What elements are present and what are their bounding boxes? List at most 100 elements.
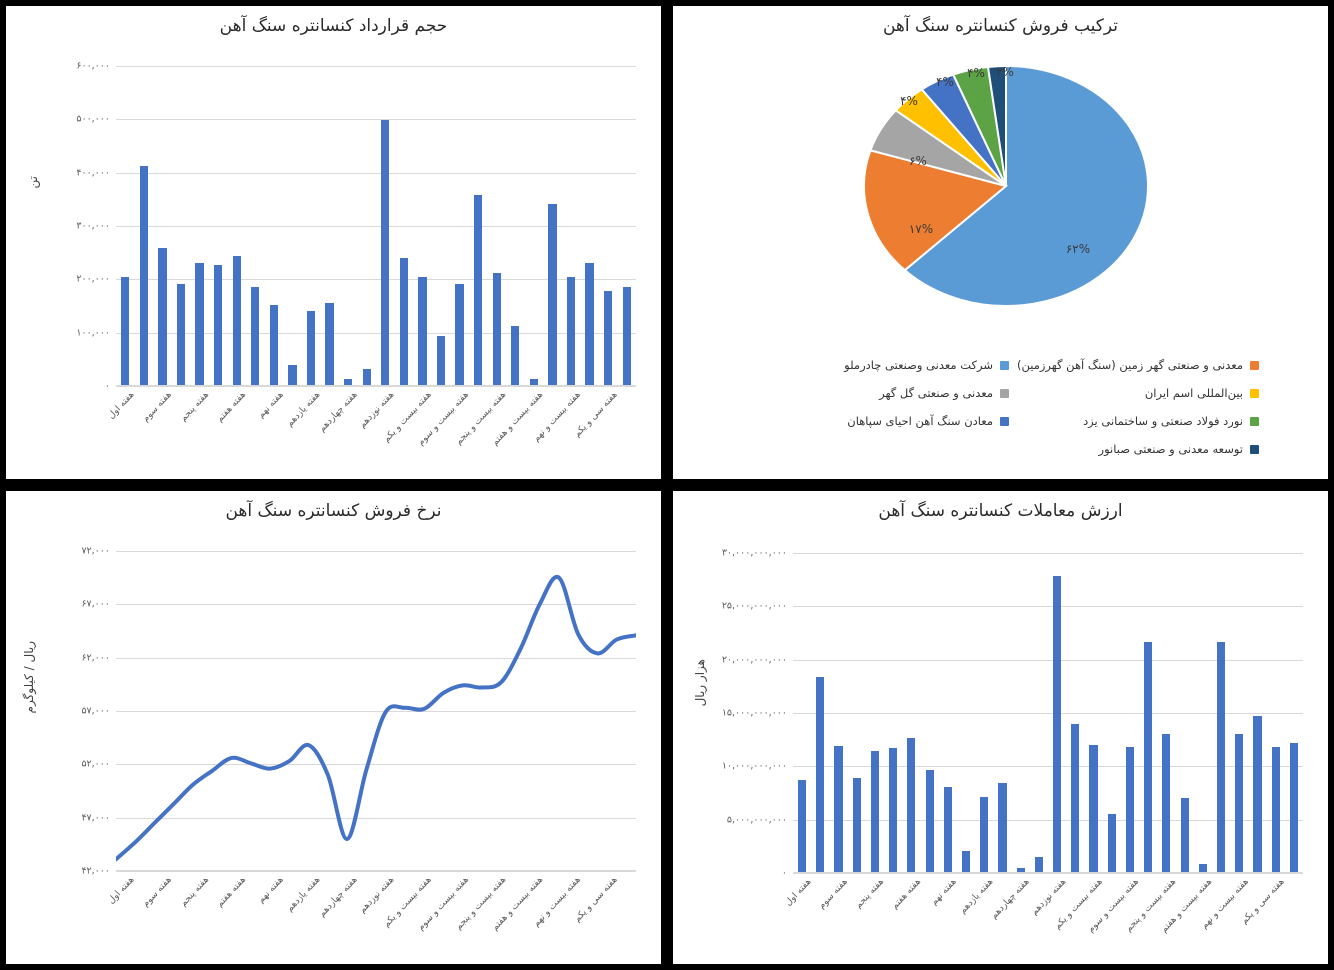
panel-contract-volume: حجم قرارداد کنسانتره سنگ آهن تن ۶۰۰,۰۰۰ ۵… [0,0,667,485]
legend-item[interactable]: شرکت معدنی وصنعتی چادرملو [759,358,1009,372]
bar[interactable] [1144,641,1153,873]
bar[interactable] [418,276,427,386]
bar[interactable] [1107,814,1116,873]
bar[interactable] [961,850,971,873]
bar[interactable] [834,746,843,873]
pie-slice[interactable] [903,64,1149,307]
volume-plot-area: ۶۰۰,۰۰۰ ۵۰۰,۰۰۰ ۴۰۰,۰۰۰ ۳۰۰,۰۰۰ ۲۰۰,۰۰۰ ۱۰۰,۰… [76,61,636,448]
legend-item[interactable]: معادن سنگ آهن احیای سپاهان [759,414,1009,428]
bar[interactable] [852,778,861,873]
pie-slice-percent-label: ۶۲% [1065,242,1091,256]
bar[interactable] [492,272,501,386]
bar[interactable] [343,378,353,386]
bar[interactable] [889,748,898,873]
bar[interactable] [121,276,130,386]
panel-sales-rate: نرخ فروش کنسانتره سنگ آهن ریال / کیلوگرم… [0,485,667,970]
bar[interactable] [195,263,204,386]
pie-slice-percent-label: ۲% [996,65,1014,79]
bar[interactable] [566,276,576,386]
rate-y-axis-title: ریال / کیلوگرم [22,641,36,714]
bar[interactable] [980,797,989,873]
pie-slice[interactable] [863,149,1009,272]
value-chart-title: ارزش معاملات کنسانتره سنگ آهن [878,501,1123,521]
bar[interactable] [1216,641,1226,873]
bar[interactable] [158,248,167,386]
bar[interactable] [269,304,279,386]
bar[interactable] [1235,734,1244,873]
bar[interactable] [943,786,952,873]
legend-item[interactable]: معدنی و صنعتی گل گهر [759,386,1009,400]
y-axis-tick-label: ۴۲,۰۰۰ [81,865,110,877]
y-axis-tick-label: ۴۷,۰۰۰ [81,812,110,824]
bar[interactable] [455,284,464,386]
y-axis-tick-label: ۲۰۰,۰۰۰ [76,273,110,285]
bar[interactable] [548,203,557,386]
gridline [116,332,636,334]
bar[interactable] [907,737,916,873]
gridline [793,766,1303,768]
bar[interactable] [1034,857,1043,873]
y-axis-tick-label: ۷۲,۰۰۰ [81,545,110,557]
bar[interactable] [325,303,334,386]
x-axis-tick-label: هفته چهاردهم [317,875,360,920]
bar[interactable] [436,336,446,386]
bar[interactable] [1253,716,1262,873]
legend-color-swatch [1000,388,1009,398]
legend-item[interactable]: نورد فولاد صنعتی و ساختمانی یزد [1009,414,1259,428]
x-axis-tick-label: هفته نهم [255,875,286,906]
legend-item-label: بین‌المللی اسم ایران [1144,386,1243,400]
bar[interactable] [399,258,409,386]
bar[interactable] [232,256,241,386]
pie-slice[interactable] [986,64,1007,187]
bar[interactable] [381,120,390,386]
bar[interactable] [306,311,316,386]
bar[interactable] [1180,798,1189,873]
x-axis-tick-label: هفته پنجم [178,390,211,424]
axis-baseline [116,870,636,871]
bar[interactable] [622,286,631,386]
rate-line-series[interactable] [116,574,636,862]
gridline [793,659,1303,661]
bar[interactable] [603,291,613,386]
x-axis-tick-label: هفته پنجم [853,877,887,911]
bar[interactable] [176,283,186,386]
bar[interactable] [870,751,880,873]
bar[interactable] [1071,723,1080,873]
bar[interactable] [473,195,483,386]
bar[interactable] [925,769,934,873]
bar[interactable] [998,783,1007,873]
bar[interactable] [251,286,260,386]
legend-item[interactable]: معدنی و صنعتی گهر زمین (سنگ آهن گهرزمین) [1009,358,1259,372]
bar[interactable] [1016,867,1025,873]
bar[interactable] [1198,864,1207,873]
bar[interactable] [288,364,297,386]
bar[interactable] [585,263,594,386]
pie-slice-percent-label: ۱۷% [908,222,934,236]
bar[interactable] [213,265,223,386]
bar[interactable] [1125,747,1135,873]
x-axis-tick-label: هفته نهم [929,877,960,908]
bar[interactable] [529,378,539,386]
bar[interactable] [1089,745,1098,873]
legend-item-label: توسعه معدنی و صنعتی صبانور [1098,442,1243,456]
bar[interactable] [1162,734,1171,873]
x-axis-tick-label: هفته چهاردهم [317,390,360,435]
bar[interactable] [1271,747,1280,873]
axis-baseline [793,872,1303,873]
bar[interactable] [511,325,520,386]
bar[interactable] [798,780,807,873]
bar[interactable] [362,368,371,386]
y-axis-tick-label: ۳۰,۰۰۰,۰۰۰,۰۰۰ [721,547,787,559]
y-axis-tick-label: ۶۲,۰۰۰ [81,652,110,664]
bar[interactable] [1289,742,1298,873]
legend-color-swatch [1250,360,1259,370]
legend-item[interactable]: بین‌المللی اسم ایران [1009,386,1259,400]
bar[interactable] [139,166,149,386]
bar[interactable] [816,676,825,873]
x-axis-tick-label: هفته پنجم [178,875,211,909]
legend-item[interactable]: توسعه معدنی و صنعتی صبانور [1009,442,1259,456]
bar[interactable] [1053,576,1062,873]
y-axis-tick-label: ۴۰۰,۰۰۰ [76,167,110,179]
y-axis-tick-label: ۵,۰۰۰,۰۰۰,۰۰۰ [726,814,787,826]
x-axis-tick-label: هفته یازدهم [284,390,323,430]
